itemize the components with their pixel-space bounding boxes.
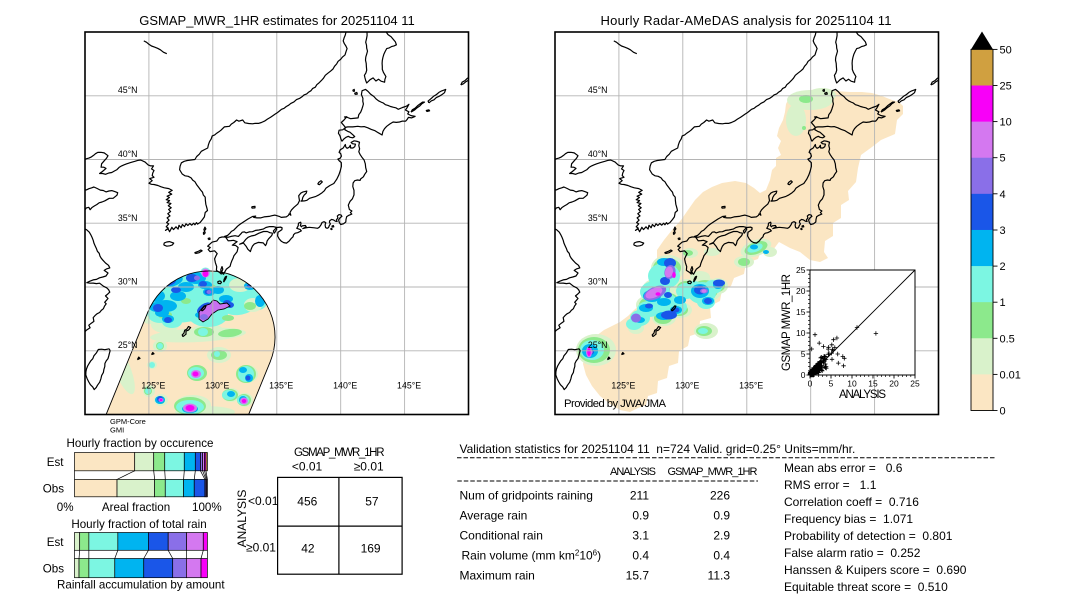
svg-text:GSMAP_MWR_1HR estimates for 20: GSMAP_MWR_1HR estimates for 20251104 11 (139, 13, 415, 28)
svg-text:0: 0 (1000, 406, 1006, 418)
svg-text:ANALYSIS: ANALYSIS (839, 389, 886, 401)
svg-text:Conditional rain: Conditional rain (460, 529, 543, 543)
svg-text:Frequency bias = 1.071: Frequency bias = 1.071 (784, 512, 913, 526)
svg-text:25: 25 (910, 379, 920, 389)
svg-text:GSMAP_MWR_1HR: GSMAP_MWR_1HR (294, 447, 385, 459)
svg-text:15: 15 (868, 379, 878, 389)
svg-text:Provided by JWA/JMA: Provided by JWA/JMA (564, 398, 666, 410)
svg-text:25: 25 (1000, 81, 1012, 93)
svg-text:4: 4 (1000, 189, 1006, 201)
svg-text:0.9: 0.9 (713, 509, 730, 523)
svg-text:ANALYSIS: ANALYSIS (610, 466, 656, 478)
svg-text:False alarm ratio = 0.252: False alarm ratio = 0.252 (784, 546, 921, 560)
svg-text:2.9: 2.9 (713, 529, 730, 543)
svg-text:211: 211 (630, 489, 649, 503)
svg-text:2: 2 (1000, 261, 1006, 273)
svg-text:10: 10 (1000, 117, 1012, 129)
svg-text:25: 25 (796, 265, 806, 275)
svg-text:3.1: 3.1 (632, 529, 649, 543)
svg-text:30°N: 30°N (118, 277, 138, 287)
svg-text:Maximum rain: Maximum rain (460, 568, 535, 582)
svg-text:5: 5 (1000, 153, 1006, 165)
svg-text:ANALYSIS: ANALYSIS (235, 490, 249, 548)
svg-text:100%: 100% (192, 501, 222, 514)
svg-text:20: 20 (889, 379, 899, 389)
svg-text:0: 0 (801, 370, 806, 380)
svg-text:Hourly fraction by occurence: Hourly fraction by occurence (67, 437, 214, 450)
svg-text:169: 169 (361, 541, 381, 555)
svg-text:226: 226 (710, 489, 730, 503)
svg-text:20: 20 (796, 286, 806, 296)
svg-text:45°N: 45°N (118, 85, 138, 95)
svg-text:Hanssen & Kuipers score = 0.6: Hanssen & Kuipers score = 0.690 (784, 563, 967, 577)
svg-text:15.7: 15.7 (626, 568, 650, 582)
svg-text:456: 456 (297, 495, 317, 509)
svg-text:Hourly Radar-AMeDAS analysis f: Hourly Radar-AMeDAS analysis for 2025110… (601, 13, 892, 28)
svg-text:5: 5 (829, 379, 834, 389)
svg-text:5: 5 (801, 349, 806, 359)
svg-text:0.01: 0.01 (1000, 369, 1021, 381)
svg-text:≥0.01: ≥0.01 (246, 541, 276, 555)
svg-text:GMI: GMI (110, 426, 124, 435)
svg-text:0: 0 (808, 379, 813, 389)
svg-text:35°N: 35°N (588, 213, 608, 223)
svg-text:RMS error = 1.1: RMS error = 1.1 (784, 478, 877, 492)
svg-text:25°N: 25°N (118, 340, 138, 350)
svg-text:0.4: 0.4 (713, 549, 730, 563)
svg-text:15: 15 (796, 307, 806, 317)
svg-text:Est: Est (47, 536, 65, 549)
svg-text:145°E: 145°E (397, 381, 421, 391)
svg-text:50: 50 (1000, 44, 1012, 56)
svg-text:GSMAP MWR_1HR: GSMAP MWR_1HR (781, 274, 793, 371)
svg-text:140°E: 140°E (333, 381, 357, 391)
svg-text:Obs: Obs (43, 563, 64, 576)
svg-text:GPM-Core: GPM-Core (110, 417, 146, 426)
svg-text:Validation statistics for 2025: Validation statistics for 20251104 11 n=… (460, 442, 856, 456)
svg-text:GSMAP_MWR_1HR: GSMAP_MWR_1HR (668, 466, 758, 478)
svg-text:0.4: 0.4 (632, 549, 649, 563)
svg-text:130°E: 130°E (205, 381, 229, 391)
svg-text:0.9: 0.9 (632, 509, 649, 523)
svg-text:Equitable threat score = 0.51: Equitable threat score = 0.510 (784, 580, 948, 594)
svg-text:Mean abs error = 0.6: Mean abs error = 0.6 (784, 461, 903, 475)
svg-text:0.5: 0.5 (1000, 333, 1015, 345)
svg-text:<0.01: <0.01 (248, 494, 279, 508)
svg-text:30°N: 30°N (588, 277, 608, 287)
svg-text:45°N: 45°N (588, 85, 608, 95)
svg-text:11.3: 11.3 (708, 568, 731, 582)
svg-text:135°E: 135°E (739, 381, 763, 391)
svg-text:135°E: 135°E (269, 381, 293, 391)
svg-text:130°E: 130°E (675, 381, 699, 391)
svg-text:40°N: 40°N (118, 149, 138, 159)
svg-text:125°E: 125°E (611, 381, 635, 391)
svg-text:3: 3 (1000, 225, 1006, 237)
svg-text:1: 1 (1000, 297, 1006, 309)
svg-text:Correlation coeff = 0.716: Correlation coeff = 0.716 (784, 495, 919, 509)
svg-text:Rainfall accumulation by amoun: Rainfall accumulation by amount (57, 579, 225, 592)
svg-text:Hourly fraction of total rain: Hourly fraction of total rain (71, 518, 206, 531)
svg-text:10: 10 (847, 379, 857, 389)
svg-text:25°N: 25°N (588, 340, 608, 350)
svg-text:42: 42 (301, 541, 315, 555)
svg-text:Num of gridpoints raining: Num of gridpoints raining (460, 489, 593, 503)
svg-text:57: 57 (365, 495, 379, 509)
svg-text:≥0.01: ≥0.01 (354, 460, 384, 474)
svg-text:Average rain: Average rain (460, 509, 528, 523)
svg-text:Rain volume (mm km2106): Rain volume (mm km2106) (462, 549, 602, 563)
svg-text:Est: Est (47, 456, 65, 469)
svg-text:10: 10 (796, 328, 806, 338)
svg-text:Probability of detection = 0.: Probability of detection = 0.801 (784, 529, 953, 543)
svg-text:35°N: 35°N (118, 213, 138, 223)
svg-text:40°N: 40°N (588, 149, 608, 159)
svg-text:0%: 0% (57, 501, 74, 514)
svg-text:Areal fraction: Areal fraction (102, 501, 170, 514)
svg-text:Obs: Obs (43, 483, 64, 496)
svg-text:<0.01: <0.01 (292, 460, 323, 474)
svg-text:125°E: 125°E (141, 381, 165, 391)
